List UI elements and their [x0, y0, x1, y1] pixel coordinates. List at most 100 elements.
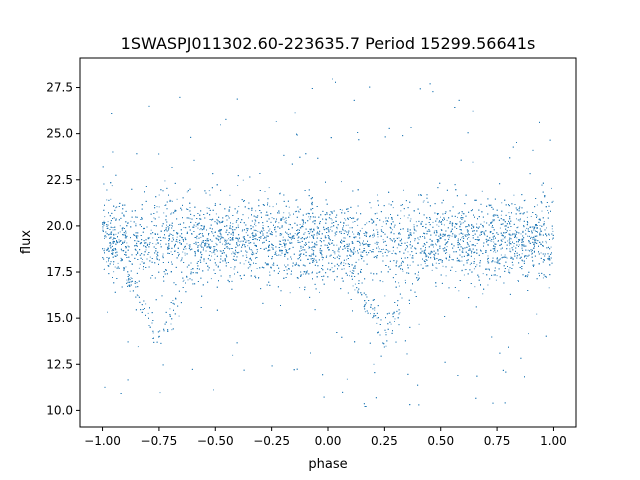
data-point — [406, 241, 408, 243]
data-point — [474, 286, 476, 288]
data-point — [246, 240, 248, 242]
data-point — [526, 255, 528, 257]
data-point — [409, 254, 411, 256]
data-point — [171, 212, 173, 214]
data-point — [469, 264, 471, 266]
data-point — [398, 285, 400, 287]
data-point — [497, 240, 499, 242]
data-point — [440, 216, 441, 218]
data-point — [456, 260, 458, 262]
data-point — [490, 240, 492, 242]
data-point — [531, 253, 533, 255]
data-point — [511, 234, 513, 236]
data-point — [484, 233, 485, 235]
data-point — [219, 222, 221, 224]
data-point — [294, 112, 296, 114]
data-point — [178, 224, 180, 225]
data-point — [184, 246, 185, 248]
data-point — [399, 312, 401, 314]
data-point — [153, 217, 155, 219]
data-point — [546, 227, 547, 229]
data-point — [188, 244, 190, 246]
data-point — [495, 251, 497, 253]
data-point — [433, 230, 435, 232]
data-point — [461, 260, 463, 262]
data-point — [141, 261, 143, 263]
data-point — [185, 248, 187, 250]
data-point — [117, 262, 119, 264]
data-point — [385, 265, 387, 266]
data-point — [491, 240, 493, 242]
data-point — [278, 240, 280, 242]
data-point — [217, 235, 219, 237]
data-point — [103, 269, 105, 270]
data-point — [392, 207, 394, 209]
data-point — [550, 246, 552, 248]
data-point — [124, 240, 126, 242]
data-point — [322, 259, 324, 261]
data-point — [330, 226, 332, 228]
data-point — [299, 224, 301, 225]
data-point — [137, 235, 139, 237]
data-point — [253, 238, 255, 240]
data-point — [212, 232, 214, 234]
data-point — [240, 240, 242, 242]
data-point — [156, 206, 158, 208]
data-point — [170, 251, 172, 253]
data-point — [521, 253, 523, 255]
data-point — [200, 252, 202, 254]
data-point — [354, 251, 356, 253]
data-point — [352, 217, 354, 219]
data-point — [263, 230, 265, 231]
data-point — [214, 253, 216, 255]
data-point — [137, 346, 139, 348]
data-point — [196, 238, 198, 240]
data-point — [119, 231, 121, 233]
data-point — [520, 212, 522, 214]
data-point — [149, 256, 151, 258]
data-point — [532, 237, 534, 239]
data-point — [390, 323, 392, 325]
data-point — [308, 245, 310, 247]
data-point — [104, 236, 105, 238]
data-point — [104, 238, 105, 239]
data-point — [158, 216, 160, 218]
data-point — [493, 214, 495, 216]
data-point — [424, 249, 426, 251]
data-point — [496, 275, 498, 277]
data-point — [377, 194, 378, 196]
data-point — [249, 266, 251, 268]
data-point — [124, 237, 126, 239]
data-point — [534, 235, 536, 237]
scatter-points — [102, 78, 554, 407]
data-point — [264, 191, 266, 192]
data-point — [378, 246, 379, 248]
data-point — [373, 363, 375, 365]
data-point — [552, 230, 554, 232]
data-point — [182, 251, 184, 253]
data-point — [400, 218, 401, 219]
data-point — [220, 124, 221, 126]
data-point — [361, 227, 363, 229]
data-point — [257, 251, 258, 253]
data-point — [255, 230, 257, 232]
data-point — [329, 228, 331, 230]
data-point — [451, 235, 453, 237]
data-point — [190, 269, 192, 270]
data-point — [107, 311, 108, 313]
data-point — [483, 221, 485, 223]
data-point — [509, 233, 511, 235]
data-point — [326, 255, 328, 257]
data-point — [365, 234, 367, 236]
data-point — [182, 280, 184, 282]
data-point — [435, 267, 437, 269]
data-point — [275, 121, 277, 122]
data-point — [217, 266, 219, 268]
data-point — [271, 217, 273, 219]
data-point — [446, 252, 448, 254]
data-point — [349, 270, 351, 272]
data-point — [139, 263, 141, 265]
data-point — [300, 253, 302, 255]
data-point — [271, 246, 273, 248]
data-point — [271, 264, 273, 266]
